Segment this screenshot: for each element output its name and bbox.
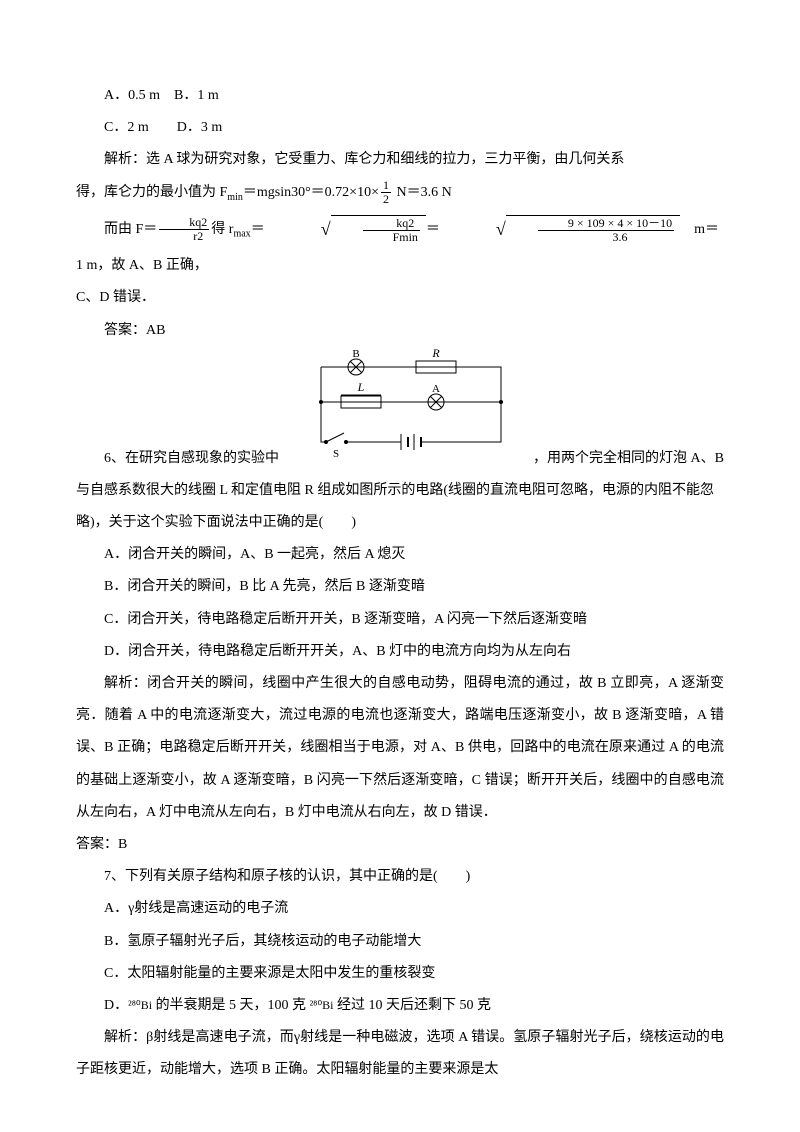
label-A: A bbox=[432, 383, 440, 395]
q5-option-cd: C．2 m D．3 m bbox=[76, 112, 724, 144]
q6-answer: 答案：B bbox=[76, 829, 724, 861]
q7-stem: 7、下列有关原子结构和原子核的认识，其中正确的是( ) bbox=[76, 861, 724, 893]
q6-analysis: 解析：闭合开关的瞬间，线圈中产生很大的自感电动势，阻碍电流的通过，故 B 立即亮… bbox=[76, 668, 724, 829]
q7-option-d: D．²⁸⁰Bi 的半衰期是 5 天，100 克 ²⁸⁰Bi 经过 10 天后还剩… bbox=[76, 990, 724, 1022]
label-B: B bbox=[352, 348, 359, 360]
text: 得，库仑力的最小值为 F bbox=[76, 185, 227, 200]
q5-answer: 答案：AB bbox=[76, 315, 724, 347]
q6-option-d: D．闭合开关，待电路稳定后断开开关，A、B 灯中的电流方向均为从左向右 bbox=[76, 636, 724, 668]
q6-option-a: A．闭合开关的瞬间，A、B 一起亮，然后 A 熄灭 bbox=[76, 539, 724, 571]
text: 经过 10 天后还剩下 50 克 bbox=[337, 998, 491, 1013]
q6-prefix: 6、在研究自感现象的实验中 bbox=[76, 443, 279, 475]
label-R: R bbox=[431, 347, 440, 360]
text: N＝3.6 N bbox=[393, 185, 452, 200]
sub: max bbox=[233, 228, 250, 239]
q7-option-a: A．γ射线是高速运动的电子流 bbox=[76, 893, 724, 925]
numerator: 1 bbox=[381, 179, 391, 193]
denominator: Fmin bbox=[363, 231, 420, 244]
isotope-1: ²⁸⁰Bi bbox=[128, 998, 152, 1012]
sqrt-1: √ kq2Fmin bbox=[265, 209, 426, 250]
label-S: S bbox=[333, 448, 339, 460]
radical-icon: √ bbox=[468, 209, 506, 250]
q5-analysis-1: 解析：选 A 球为研究对象，它受重力、库仑力和细线的拉力，三力平衡，由几何关系 bbox=[76, 144, 724, 176]
fraction: kq2Fmin bbox=[363, 217, 420, 244]
circuit-diagram: B R L A S bbox=[301, 347, 511, 462]
denominator: 2 bbox=[381, 193, 391, 206]
numerator: 9 × 109 × 4 × 10－10 bbox=[538, 217, 674, 231]
q6-suffix: ，用两个完全相同的灯泡 A、B bbox=[533, 443, 724, 475]
denominator: 3.6 bbox=[538, 231, 674, 244]
radical-icon: √ bbox=[293, 209, 331, 250]
text: 得 r bbox=[211, 222, 233, 237]
text: D． bbox=[104, 998, 128, 1013]
text: 而由 F＝ bbox=[104, 222, 157, 237]
denominator: r2 bbox=[159, 230, 209, 243]
q5-analysis-4: C、D 错误． bbox=[76, 282, 724, 314]
q6-body: 与自感系数很大的线圈 L 和定值电阻 R 组成如图所示的电路(线圈的直流电阻可忽… bbox=[76, 475, 724, 539]
q7-analysis: 解析：β射线是高速电子流，而γ射线是一种电磁波，选项 A 错误。氢原子辐射光子后… bbox=[76, 1022, 724, 1086]
fraction: 9 × 109 × 4 × 10－103.6 bbox=[538, 217, 674, 244]
q5-option-ab: A．0.5 m B．1 m bbox=[76, 80, 724, 112]
q6-stem-row: 6、在研究自感现象的实验中 B R L bbox=[76, 347, 724, 475]
sqrt-2: √ 9 × 109 × 4 × 10－103.6 bbox=[440, 209, 680, 250]
label-L: L bbox=[357, 380, 365, 394]
circuit-container: B R L A S bbox=[279, 347, 533, 475]
numerator: kq2 bbox=[363, 217, 420, 231]
text: ＝mgsin30°＝0.72×10× bbox=[243, 185, 379, 200]
q6-option-c: C．闭合开关，待电路稳定后断开开关，B 逐渐变暗，A 闪亮一下然后逐渐变暗 bbox=[76, 604, 724, 636]
q7-option-b: B．氢原子辐射光子后，其绕核运动的电子动能增大 bbox=[76, 926, 724, 958]
numerator: kq2 bbox=[159, 216, 209, 230]
text: 的半衰期是 5 天，100 克 bbox=[156, 998, 307, 1013]
sub: min bbox=[227, 191, 243, 202]
fraction-kq: kq2r2 bbox=[159, 216, 209, 243]
q5-analysis-2: 得，库仑力的最小值为 Fmin＝mgsin30°＝0.72×10×12 N＝3.… bbox=[76, 177, 724, 209]
q6-option-b: B．闭合开关的瞬间，B 比 A 先亮，然后 B 逐渐变暗 bbox=[76, 571, 724, 603]
sqrt-body: 9 × 109 × 4 × 10－103.6 bbox=[506, 215, 680, 244]
text: ＝ bbox=[251, 222, 265, 237]
q5-analysis-3: 而由 F＝kq2r2得 rmax＝√kq2Fmin＝√9 × 109 × 4 ×… bbox=[76, 209, 724, 283]
isotope-2: ²⁸⁰Bi bbox=[310, 998, 334, 1012]
sqrt-body: kq2Fmin bbox=[331, 215, 426, 244]
text: ＝ bbox=[426, 222, 440, 237]
q7-option-c: C．太阳辐射能量的主要来源是太阳中发生的重核裂变 bbox=[76, 958, 724, 990]
fraction-half: 12 bbox=[381, 179, 391, 206]
